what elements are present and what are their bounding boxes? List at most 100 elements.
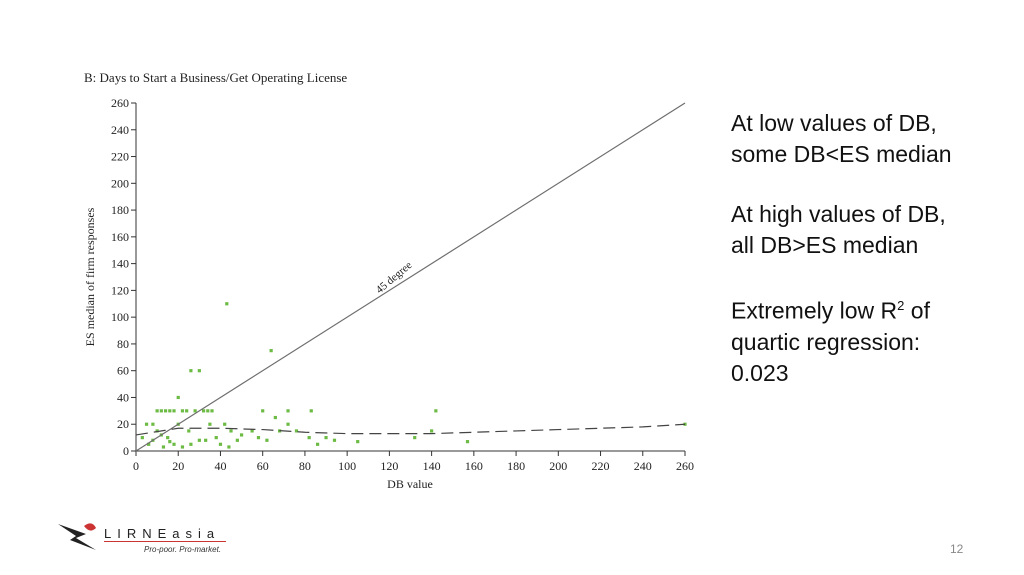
point bbox=[225, 302, 229, 306]
point bbox=[147, 442, 151, 446]
point bbox=[307, 436, 311, 440]
x-tick-label: 180 bbox=[507, 459, 525, 473]
point bbox=[144, 422, 149, 426]
point bbox=[155, 409, 159, 413]
y-tick-label: 220 bbox=[111, 150, 129, 164]
y-tick-label: 180 bbox=[111, 203, 129, 217]
y-tick-label: 100 bbox=[111, 310, 129, 324]
point bbox=[434, 409, 438, 413]
logo-name: LIRNEasia bbox=[104, 526, 226, 542]
note-text: of quartic regression: 0.023 bbox=[731, 297, 930, 386]
point bbox=[187, 429, 191, 433]
x-tick-label: 0 bbox=[133, 459, 139, 473]
logo-tagline: Pro-poor. Pro-market. bbox=[144, 545, 222, 554]
point bbox=[256, 436, 261, 440]
note: At low values of DB, some DB<ES median bbox=[731, 110, 952, 167]
point bbox=[324, 436, 328, 440]
point bbox=[430, 429, 434, 433]
point bbox=[189, 442, 193, 446]
point bbox=[185, 409, 189, 413]
x-tick-label: 220 bbox=[592, 459, 610, 473]
point bbox=[193, 409, 197, 413]
superscript: 2 bbox=[897, 298, 905, 313]
x-tick-label: 140 bbox=[423, 459, 441, 473]
y-tick-label: 40 bbox=[117, 390, 129, 404]
x-tick-label: 100 bbox=[338, 459, 356, 473]
y-axis-label: ES median of firm responses bbox=[83, 207, 97, 346]
x-tick-label: 260 bbox=[676, 459, 694, 473]
y-tick-label: 60 bbox=[117, 364, 129, 378]
point bbox=[218, 442, 223, 446]
chart-title: B: Days to Start a Business/Get Operatin… bbox=[84, 70, 347, 85]
point bbox=[261, 409, 265, 413]
point bbox=[161, 445, 166, 449]
point bbox=[155, 429, 159, 433]
point bbox=[180, 445, 185, 449]
x-tick-label: 160 bbox=[465, 459, 483, 473]
y-tick-label: 120 bbox=[111, 283, 129, 297]
notes: At low values of DB, some DB<ES median A… bbox=[731, 108, 961, 418]
point bbox=[332, 438, 337, 442]
note: Extremely low R2 of quartic regression: … bbox=[731, 290, 961, 389]
x-tick-label: 200 bbox=[549, 459, 567, 473]
point bbox=[239, 433, 244, 437]
point bbox=[465, 440, 470, 444]
point bbox=[286, 422, 290, 426]
point bbox=[265, 438, 269, 442]
point bbox=[159, 409, 163, 413]
x-axis-label: DB value bbox=[387, 477, 433, 491]
point bbox=[235, 438, 239, 442]
y-tick-label: 200 bbox=[111, 176, 129, 190]
point bbox=[172, 442, 176, 446]
chart: B: Days to Start a Business/Get Operatin… bbox=[83, 70, 694, 491]
y-tick-label: 260 bbox=[111, 96, 129, 110]
point bbox=[210, 409, 214, 413]
note: At high values of DB, all DB>ES median bbox=[731, 201, 946, 258]
point bbox=[166, 436, 170, 440]
reference-line bbox=[135, 102, 686, 452]
point bbox=[294, 429, 299, 433]
point bbox=[172, 409, 176, 413]
y-tick-label: 20 bbox=[117, 417, 129, 431]
point bbox=[273, 415, 277, 420]
x-tick-label: 120 bbox=[380, 459, 398, 473]
point bbox=[168, 409, 172, 413]
y-tick-label: 240 bbox=[111, 123, 129, 137]
x-tick-label: 40 bbox=[214, 459, 226, 473]
point bbox=[309, 409, 313, 413]
point bbox=[250, 429, 254, 433]
point bbox=[201, 409, 206, 413]
x-tick-label: 240 bbox=[634, 459, 652, 473]
regression-line bbox=[135, 423, 686, 436]
point bbox=[189, 369, 193, 373]
note-text: Extremely low R bbox=[731, 297, 898, 324]
point bbox=[176, 395, 180, 400]
point bbox=[286, 409, 290, 413]
y-tick-label: 140 bbox=[111, 257, 129, 271]
point bbox=[223, 422, 227, 426]
point bbox=[168, 440, 172, 444]
y-tick-label: 160 bbox=[111, 230, 129, 244]
y-tick-label: 0 bbox=[123, 444, 129, 458]
point bbox=[269, 349, 273, 353]
point bbox=[227, 445, 231, 449]
x-tick-label: 80 bbox=[299, 459, 311, 473]
point bbox=[229, 429, 233, 433]
point bbox=[197, 438, 201, 442]
point bbox=[204, 438, 208, 442]
point bbox=[140, 436, 144, 440]
point bbox=[197, 369, 201, 373]
point bbox=[356, 440, 360, 444]
page-number: 12 bbox=[950, 542, 964, 556]
x-tick-label: 20 bbox=[172, 459, 184, 473]
point bbox=[206, 409, 210, 413]
point bbox=[208, 422, 212, 426]
logo: LIRNEasia Pro-poor. Pro-market. bbox=[56, 520, 246, 560]
point bbox=[413, 436, 417, 440]
point bbox=[151, 422, 155, 426]
point bbox=[163, 409, 168, 413]
point bbox=[214, 436, 218, 440]
y-tick-label: 80 bbox=[117, 337, 129, 351]
x-tick-label: 60 bbox=[257, 459, 269, 473]
